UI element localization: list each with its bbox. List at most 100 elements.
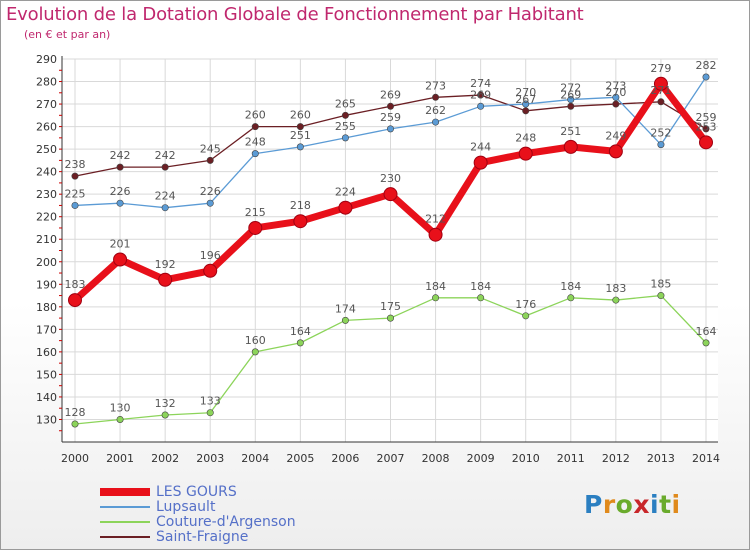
data-label-saint-fraigne: 259 (696, 111, 717, 124)
legend: LES GOURS Lupsault Couture-d'Argenson Sa… (100, 484, 360, 546)
y-tick-label: 200 (36, 256, 57, 269)
data-label-couture-d-argenson: 132 (155, 397, 176, 410)
data-label-couture-d-argenson: 133 (200, 395, 221, 408)
y-tick-label: 240 (36, 166, 57, 179)
data-label-les-gours: 253 (696, 120, 717, 133)
data-label-lupsault: 226 (200, 185, 221, 198)
proxiti-logo: Proxiti (584, 490, 681, 519)
data-label-les-gours: 201 (110, 238, 131, 251)
y-tick-label: 220 (36, 211, 57, 224)
data-label-saint-fraigne: 269 (560, 88, 581, 101)
data-point-les-gours (518, 146, 533, 161)
data-point-saint-fraigne (432, 93, 440, 101)
data-point-saint-fraigne (567, 102, 575, 110)
data-label-couture-d-argenson: 184 (470, 280, 491, 293)
legend-swatch-lupsault (100, 506, 150, 508)
legend-swatch-couture (100, 521, 150, 523)
data-label-saint-fraigne: 242 (155, 149, 176, 162)
data-point-lupsault (341, 134, 349, 142)
data-point-saint-fraigne (657, 98, 665, 106)
y-tick-label: 190 (36, 278, 57, 291)
x-tick-label: 2003 (196, 452, 224, 465)
y-tick-label: 160 (36, 346, 57, 359)
data-point-lupsault (702, 73, 710, 81)
grid (62, 58, 718, 442)
data-point-saint-fraigne (296, 123, 304, 131)
y-tick-label: 260 (36, 121, 57, 134)
data-label-couture-d-argenson: 176 (515, 298, 536, 311)
x-tick-label: 2010 (512, 452, 540, 465)
legend-label-lupsault: Lupsault (156, 499, 216, 515)
data-point-saint-fraigne (161, 163, 169, 171)
data-label-les-gours: 212 (425, 213, 446, 226)
data-label-couture-d-argenson: 128 (65, 406, 86, 419)
x-tick-label: 2004 (241, 452, 269, 465)
y-tick-label: 150 (36, 368, 57, 381)
data-label-couture-d-argenson: 184 (425, 280, 446, 293)
x-tick-label: 2005 (286, 452, 314, 465)
line-chart: 130 140 150 160 170 180 190 200 210 220 230 240 250 2… (36, 53, 720, 465)
data-label-les-gours: 249 (605, 129, 626, 142)
data-label-les-gours: 251 (560, 125, 581, 138)
legend-item-saint-fraigne: Saint-Fraigne (100, 529, 360, 545)
chart-title: Evolution de la Dotation Globale de Fonc… (6, 4, 584, 25)
data-point-saint-fraigne (251, 123, 259, 131)
y-tick-label: 270 (36, 98, 57, 111)
data-point-couture-d-argenson (612, 296, 620, 304)
data-point-couture-d-argenson (477, 294, 485, 302)
data-point-les-gours (293, 214, 308, 229)
data-point-lupsault (206, 199, 214, 207)
data-label-lupsault: 273 (605, 79, 626, 92)
legend-label-couture: Couture-d'Argenson (156, 514, 296, 530)
data-label-lupsault: 224 (155, 190, 176, 203)
data-point-saint-fraigne (612, 100, 620, 108)
x-tick-label: 2008 (422, 452, 450, 465)
data-label-couture-d-argenson: 164 (290, 325, 311, 338)
y-tick-label: 250 (36, 143, 57, 156)
data-label-lupsault: 269 (470, 88, 491, 101)
data-label-lupsault: 282 (696, 59, 717, 72)
data-label-couture-d-argenson: 164 (696, 325, 717, 338)
x-tick-label: 2011 (557, 452, 585, 465)
data-label-saint-fraigne: 260 (245, 109, 266, 122)
data-point-couture-d-argenson (251, 348, 259, 356)
x-tick-label: 2006 (331, 452, 359, 465)
data-point-couture-d-argenson (657, 292, 665, 300)
data-point-couture-d-argenson (206, 409, 214, 417)
data-label-les-gours: 224 (335, 186, 356, 199)
data-point-lupsault (296, 143, 304, 151)
logo-letter: P (584, 490, 603, 519)
data-point-couture-d-argenson (341, 316, 349, 324)
logo-letter: t (659, 490, 672, 519)
data-point-les-gours (473, 155, 488, 170)
legend-label-les-gours: LES GOURS (156, 484, 237, 500)
data-point-lupsault (567, 96, 575, 104)
x-tick-label: 2001 (106, 452, 134, 465)
data-point-saint-fraigne (116, 163, 124, 171)
y-tick-label: 290 (36, 53, 57, 66)
data-label-saint-fraigne: 267 (515, 93, 536, 106)
data-point-saint-fraigne (71, 172, 79, 180)
data-point-lupsault (71, 201, 79, 209)
data-label-saint-fraigne: 271 (650, 84, 671, 97)
data-point-saint-fraigne (477, 91, 485, 99)
logo-letter: o (615, 490, 634, 519)
data-label-saint-fraigne: 273 (425, 79, 446, 92)
x-tick-label: 2000 (61, 452, 89, 465)
logo-letter: r (602, 490, 616, 519)
x-tick-label: 2002 (151, 452, 179, 465)
data-label-couture-d-argenson: 130 (110, 401, 131, 414)
data-label-les-gours: 196 (200, 249, 221, 262)
data-label-couture-d-argenson: 185 (650, 278, 671, 291)
legend-item-les-gours: LES GOURS (100, 484, 360, 500)
data-point-lupsault (657, 141, 665, 149)
data-label-les-gours: 244 (470, 141, 491, 154)
legend-label-saint-fraigne: Saint-Fraigne (156, 529, 249, 545)
data-label-couture-d-argenson: 183 (605, 282, 626, 295)
x-tick-label: 2012 (602, 452, 630, 465)
data-label-saint-fraigne: 270 (605, 86, 626, 99)
data-point-lupsault (251, 150, 259, 158)
data-point-saint-fraigne (702, 125, 710, 133)
y-tick-label: 180 (36, 301, 57, 314)
